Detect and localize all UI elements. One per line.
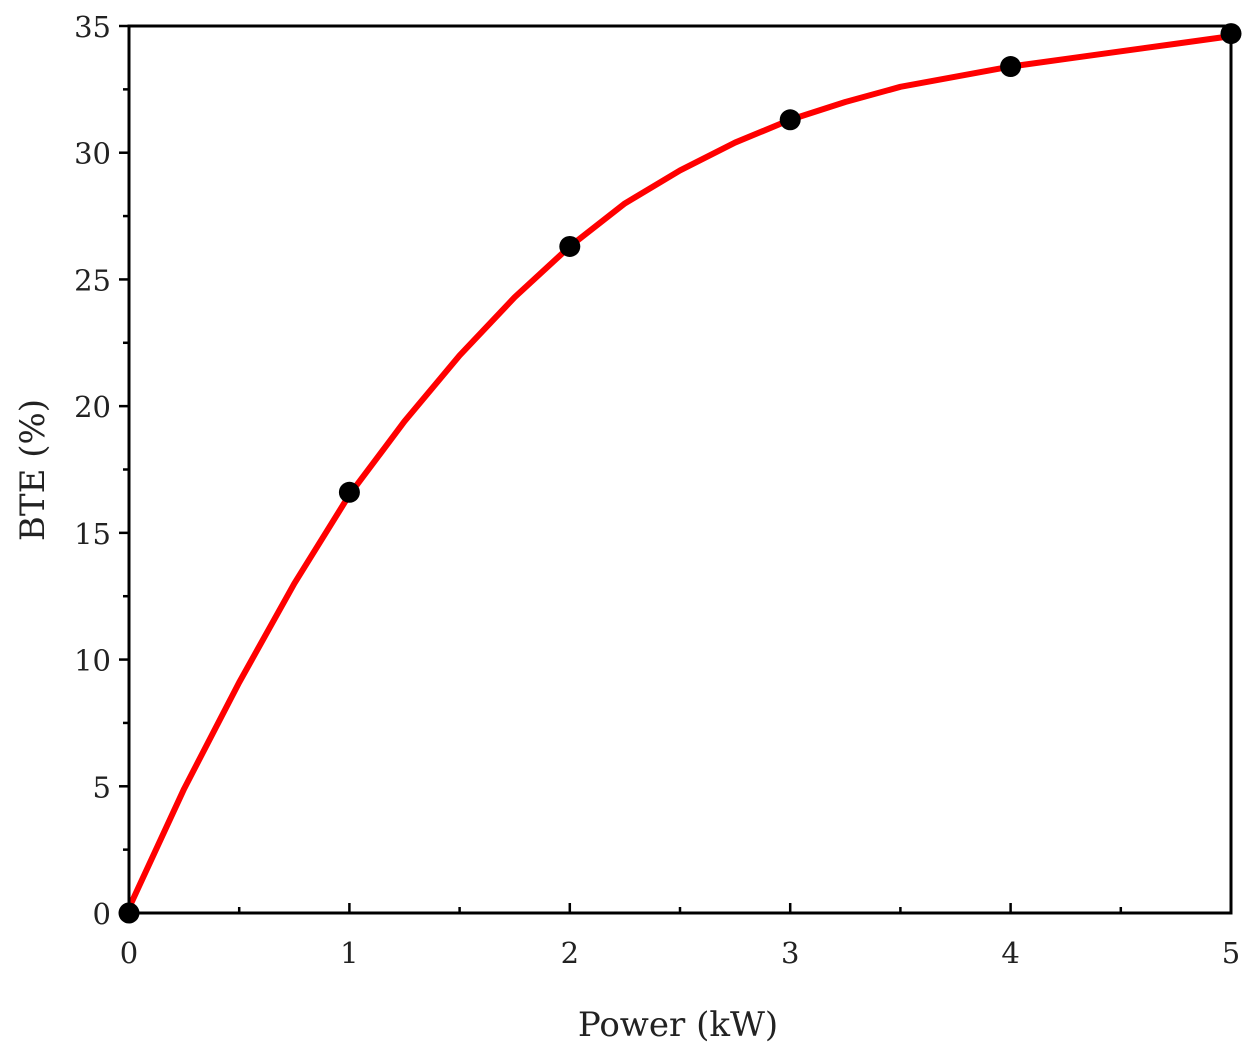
y-tick-label: 10	[74, 644, 111, 678]
axis-ticks-layer: 0 1 2 3 4 5 0 5 10 15 20 25 30 35	[74, 10, 1240, 970]
y-tick-label: 5	[93, 770, 111, 804]
data-points-layer	[118, 23, 1242, 924]
plot-frame	[127, 24, 1233, 915]
fit-curve-layer	[126, 33, 1234, 911]
plot-frame-layer	[127, 24, 1233, 915]
data-point	[559, 235, 581, 257]
x-tick-label: 4	[1001, 936, 1019, 970]
y-tick-label: 25	[74, 263, 111, 297]
data-point	[1000, 56, 1022, 78]
x-tick-label: 1	[340, 936, 358, 970]
x-tick-label: 2	[561, 936, 579, 970]
x-axis-label: Power (kW)	[578, 1005, 778, 1045]
data-point	[338, 481, 360, 503]
y-axis-label: BTE (%)	[13, 399, 53, 541]
y-tick-label: 30	[74, 137, 111, 171]
x-tick-label: 0	[120, 936, 138, 970]
y-tick-label: 0	[93, 897, 111, 931]
x-tick-label: 5	[1222, 936, 1240, 970]
x-tick-label: 3	[781, 936, 799, 970]
fit-line	[126, 33, 1234, 911]
y-tick-label: 20	[74, 390, 111, 424]
y-tick-label: 15	[74, 517, 111, 551]
y-tick-label: 35	[74, 10, 111, 44]
data-point	[779, 109, 801, 131]
